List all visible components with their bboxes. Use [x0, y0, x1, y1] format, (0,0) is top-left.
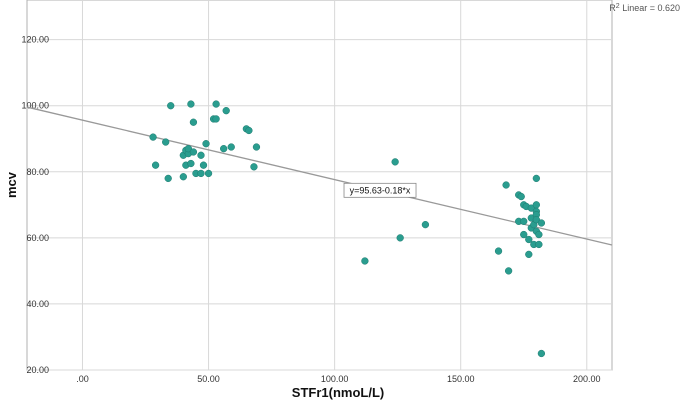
data-points — [149, 100, 546, 358]
plot-area — [26, 0, 613, 371]
x-axis-title: STFr1(nmoL/L) — [292, 385, 384, 400]
data-point — [202, 140, 210, 148]
x-axis-ticks: .00 50.00 100.00 150.00 200.00 — [76, 374, 600, 384]
x-tick-label: 100.00 — [321, 374, 349, 384]
data-point — [537, 349, 546, 358]
fit-line — [26, 106, 613, 246]
data-point — [532, 174, 541, 183]
x-tick-label: 150.00 — [447, 374, 475, 384]
y-tick-label: 40.00 — [26, 299, 49, 309]
data-point — [535, 240, 543, 249]
y-tick-label: 120.00 — [21, 35, 49, 45]
data-point — [220, 145, 228, 153]
y-axis-title: mcv — [4, 171, 19, 198]
data-point — [525, 250, 533, 259]
data-point — [167, 102, 175, 110]
data-point — [212, 115, 220, 123]
x-tick-label: 50.00 — [197, 374, 220, 384]
data-point — [187, 100, 195, 108]
data-point — [227, 143, 235, 151]
data-point — [520, 230, 528, 239]
data-point — [179, 173, 187, 181]
data-point — [494, 247, 503, 255]
data-point — [535, 230, 543, 239]
data-point — [204, 169, 213, 178]
equation-label: y=95.63-0.18*x — [343, 182, 417, 198]
equation-text: y=95.63-0.18*x — [350, 185, 411, 195]
data-point — [421, 220, 430, 229]
data-point — [189, 118, 198, 126]
data-point — [189, 148, 198, 156]
data-point — [184, 145, 193, 153]
r2-label: R2 Linear = 0.620 — [609, 3, 680, 13]
data-point — [187, 159, 195, 168]
y-axis-ticks: 20.00 40.00 60.00 80.00 100.00 120.00 — [21, 35, 49, 375]
y-tick-label: 80.00 — [26, 167, 49, 177]
data-point — [245, 126, 253, 135]
data-point — [361, 257, 369, 265]
data-point — [164, 174, 172, 183]
data-point — [212, 100, 220, 108]
y-tick-label: 60.00 — [26, 233, 49, 243]
data-point — [391, 158, 399, 166]
x-tick-label: .00 — [76, 374, 89, 384]
data-point — [199, 161, 208, 169]
data-point — [396, 234, 404, 242]
data-point — [250, 163, 258, 171]
data-point — [222, 107, 230, 115]
data-point — [532, 216, 541, 224]
data-point — [149, 133, 157, 141]
data-point — [517, 192, 525, 201]
data-point — [252, 143, 261, 151]
data-point — [197, 169, 205, 178]
data-point — [504, 267, 513, 275]
data-point — [151, 161, 160, 169]
data-point — [197, 151, 205, 159]
x-tick-label: 200.00 — [573, 374, 601, 384]
data-point — [532, 201, 541, 209]
y-tick-label: 100.00 — [21, 101, 49, 111]
data-point — [537, 219, 546, 227]
equation-box — [343, 182, 417, 198]
data-point — [162, 138, 170, 146]
data-point — [502, 181, 510, 189]
data-point — [520, 217, 528, 225]
data-point — [525, 235, 533, 244]
grid-lines — [27, 0, 612, 371]
y-tick-label: 20.00 — [26, 365, 49, 375]
data-point — [527, 204, 535, 212]
